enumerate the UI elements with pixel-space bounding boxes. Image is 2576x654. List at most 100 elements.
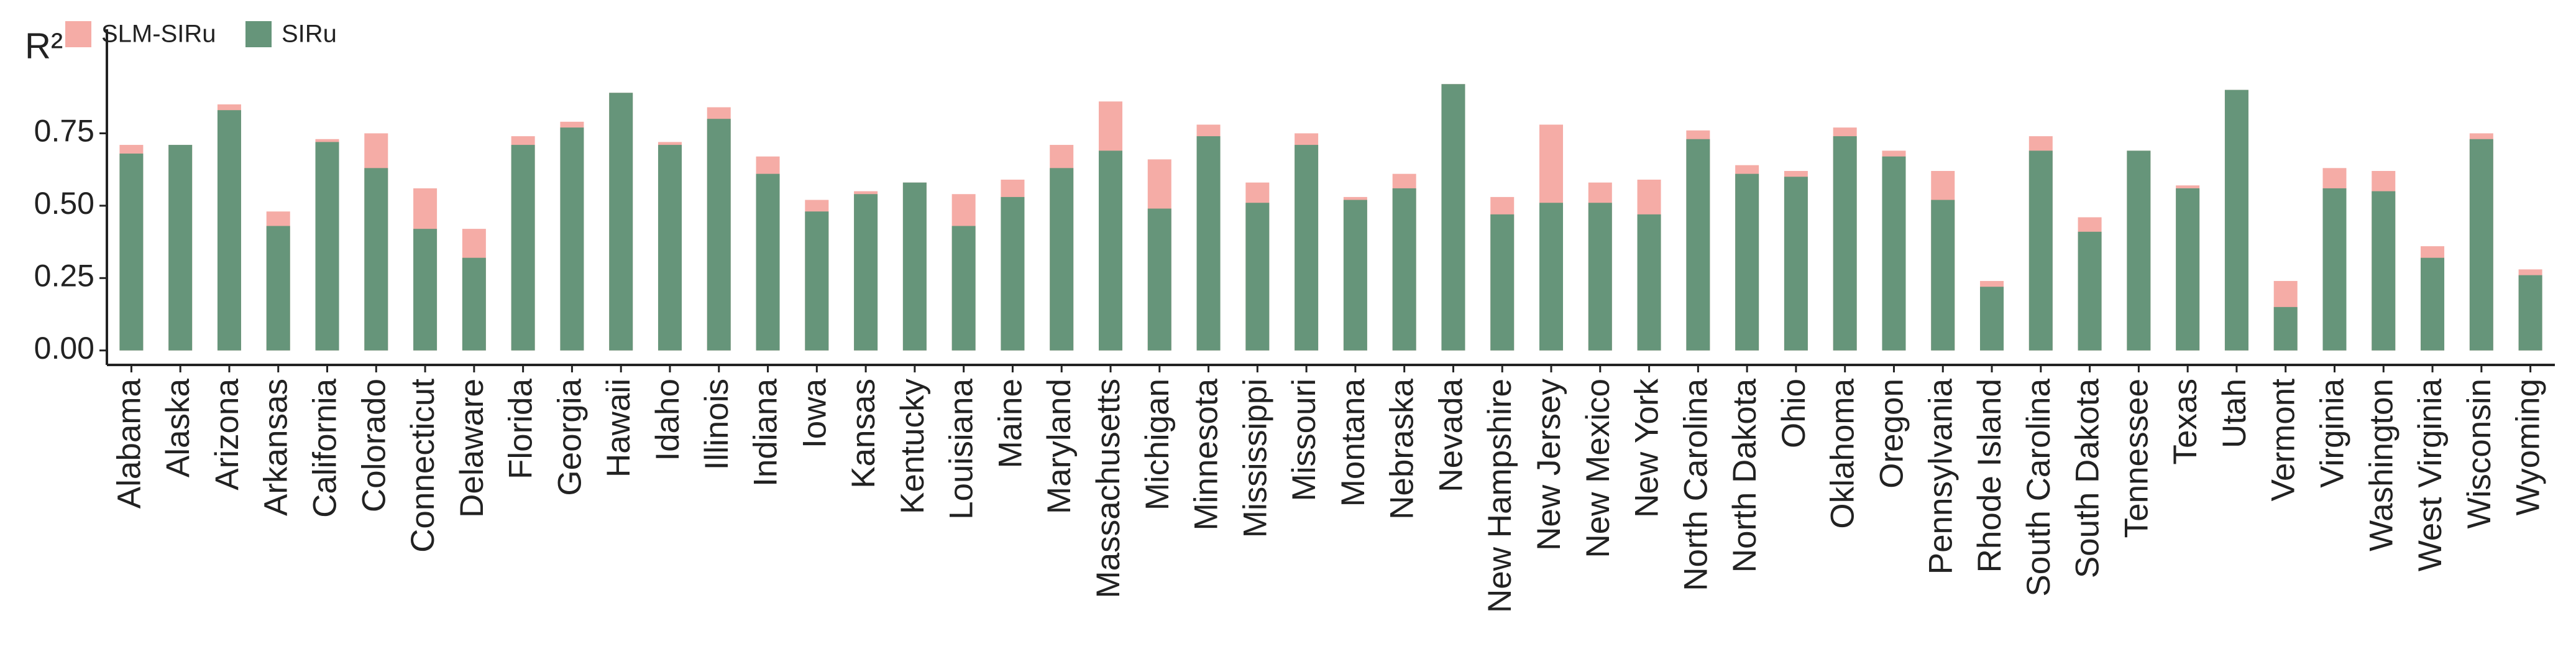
bar	[1539, 203, 1564, 351]
bar	[902, 182, 927, 351]
legend-label: SLM-SIRu	[101, 21, 216, 48]
x-tick-label: Arizona	[209, 378, 245, 490]
x-tick-label: Indiana	[748, 378, 784, 486]
bar	[1980, 287, 2004, 351]
bar	[2273, 306, 2298, 351]
x-tick-label: Idaho	[649, 379, 686, 461]
x-tick-label: North Carolina	[1677, 378, 1714, 591]
x-tick-label: Colorado	[355, 379, 392, 512]
bar	[609, 93, 633, 351]
bar	[168, 145, 193, 351]
bar	[462, 257, 486, 351]
x-tick-label: Nebraska	[1384, 378, 1421, 519]
x-tick-label: Maryland	[1041, 379, 1078, 514]
bar	[1441, 84, 1465, 351]
bar	[119, 154, 144, 351]
bar	[1686, 139, 1710, 351]
bar	[805, 211, 829, 351]
bar	[707, 119, 731, 351]
bar	[756, 173, 780, 351]
x-tick-label: New Jersey	[1531, 379, 1567, 551]
x-tick-label: Michigan	[1139, 379, 1176, 510]
bar	[1001, 196, 1025, 351]
x-tick-label: Alabama	[111, 378, 147, 509]
bar	[1392, 188, 1416, 351]
bar	[854, 194, 878, 351]
bar	[2028, 150, 2053, 351]
x-tick-label: Illinois	[699, 379, 735, 470]
x-tick-label: Connecticut	[405, 379, 441, 553]
x-tick-label: Iowa	[796, 378, 833, 448]
x-tick-label: Alaska	[160, 378, 196, 477]
x-tick-label: Massachusetts	[1090, 379, 1127, 598]
bar	[2078, 231, 2102, 351]
y-tick-label: 0.50	[34, 186, 94, 221]
bar	[364, 168, 388, 351]
bar	[1050, 168, 1074, 351]
y-tick-label: 0.25	[34, 258, 94, 293]
bar	[2176, 188, 2200, 351]
bar	[2127, 150, 2151, 351]
x-tick-label: South Carolina	[2020, 378, 2057, 596]
bar	[2469, 139, 2493, 351]
x-tick-label: New York	[1629, 379, 1666, 518]
x-tick-label: Oregon	[1873, 379, 1910, 489]
bar	[315, 142, 339, 351]
bar	[1098, 150, 1122, 351]
bar	[1245, 203, 1270, 351]
x-tick-label: Pennsylvania	[1922, 378, 1959, 574]
x-tick-label: Minnesota	[1188, 378, 1225, 530]
x-tick-label: Georgia	[551, 378, 588, 495]
x-tick-label: Nevada	[1432, 378, 1469, 492]
bar	[1931, 200, 1955, 351]
x-tick-label: Kansas	[845, 379, 882, 489]
x-tick-label: Hawaii	[600, 379, 637, 477]
x-tick-label: Rhode Island	[1971, 379, 2008, 573]
bar	[2372, 191, 2396, 351]
x-tick-label: Missouri	[1286, 379, 1322, 501]
x-tick-label: Montana	[1335, 378, 1372, 507]
bar	[1588, 203, 1612, 351]
x-tick-label: South Dakota	[2070, 378, 2106, 578]
x-tick-label: Vermont	[2265, 379, 2302, 502]
x-tick-label: Delaware	[454, 379, 490, 518]
y-axis-label: R²	[25, 25, 63, 66]
bar	[511, 145, 535, 351]
bar	[1295, 145, 1319, 351]
x-tick-label: Mississippi	[1237, 379, 1273, 538]
x-tick-label: Florida	[503, 378, 539, 479]
x-tick-label: Kentucky	[894, 379, 931, 515]
legend-swatch	[245, 21, 272, 47]
bar	[1735, 173, 1759, 351]
x-tick-label: Virginia	[2314, 378, 2350, 487]
bar	[560, 127, 584, 351]
x-tick-label: Texas	[2167, 379, 2204, 464]
bar	[2421, 257, 2445, 351]
x-tick-label: West Virginia	[2412, 378, 2449, 571]
legend-swatch	[65, 21, 91, 47]
legend-label: SIRu	[282, 21, 337, 48]
x-tick-label: California	[307, 378, 344, 517]
x-tick-label: Wisconsin	[2461, 379, 2498, 529]
bar	[266, 226, 290, 351]
x-tick-label: Wyoming	[2510, 379, 2547, 515]
bar	[1343, 200, 1367, 351]
bar	[1637, 214, 1661, 351]
bar	[1490, 214, 1515, 351]
x-tick-label: Utah	[2216, 379, 2253, 448]
bar	[1147, 208, 1171, 351]
bar	[413, 229, 438, 351]
x-tick-label: New Hampshire	[1482, 379, 1518, 613]
x-tick-label: Maine	[992, 379, 1029, 468]
bar	[2322, 188, 2347, 351]
bar	[1833, 136, 1857, 351]
y-tick-label: 0.00	[34, 331, 94, 366]
x-tick-label: Tennessee	[2118, 379, 2155, 538]
bar	[1196, 136, 1221, 351]
x-tick-label: Louisiana	[943, 378, 980, 519]
x-tick-label: Washington	[2363, 379, 2400, 551]
x-tick-label: New Mexico	[1580, 379, 1616, 558]
x-tick-label: Oklahoma	[1825, 378, 1861, 528]
